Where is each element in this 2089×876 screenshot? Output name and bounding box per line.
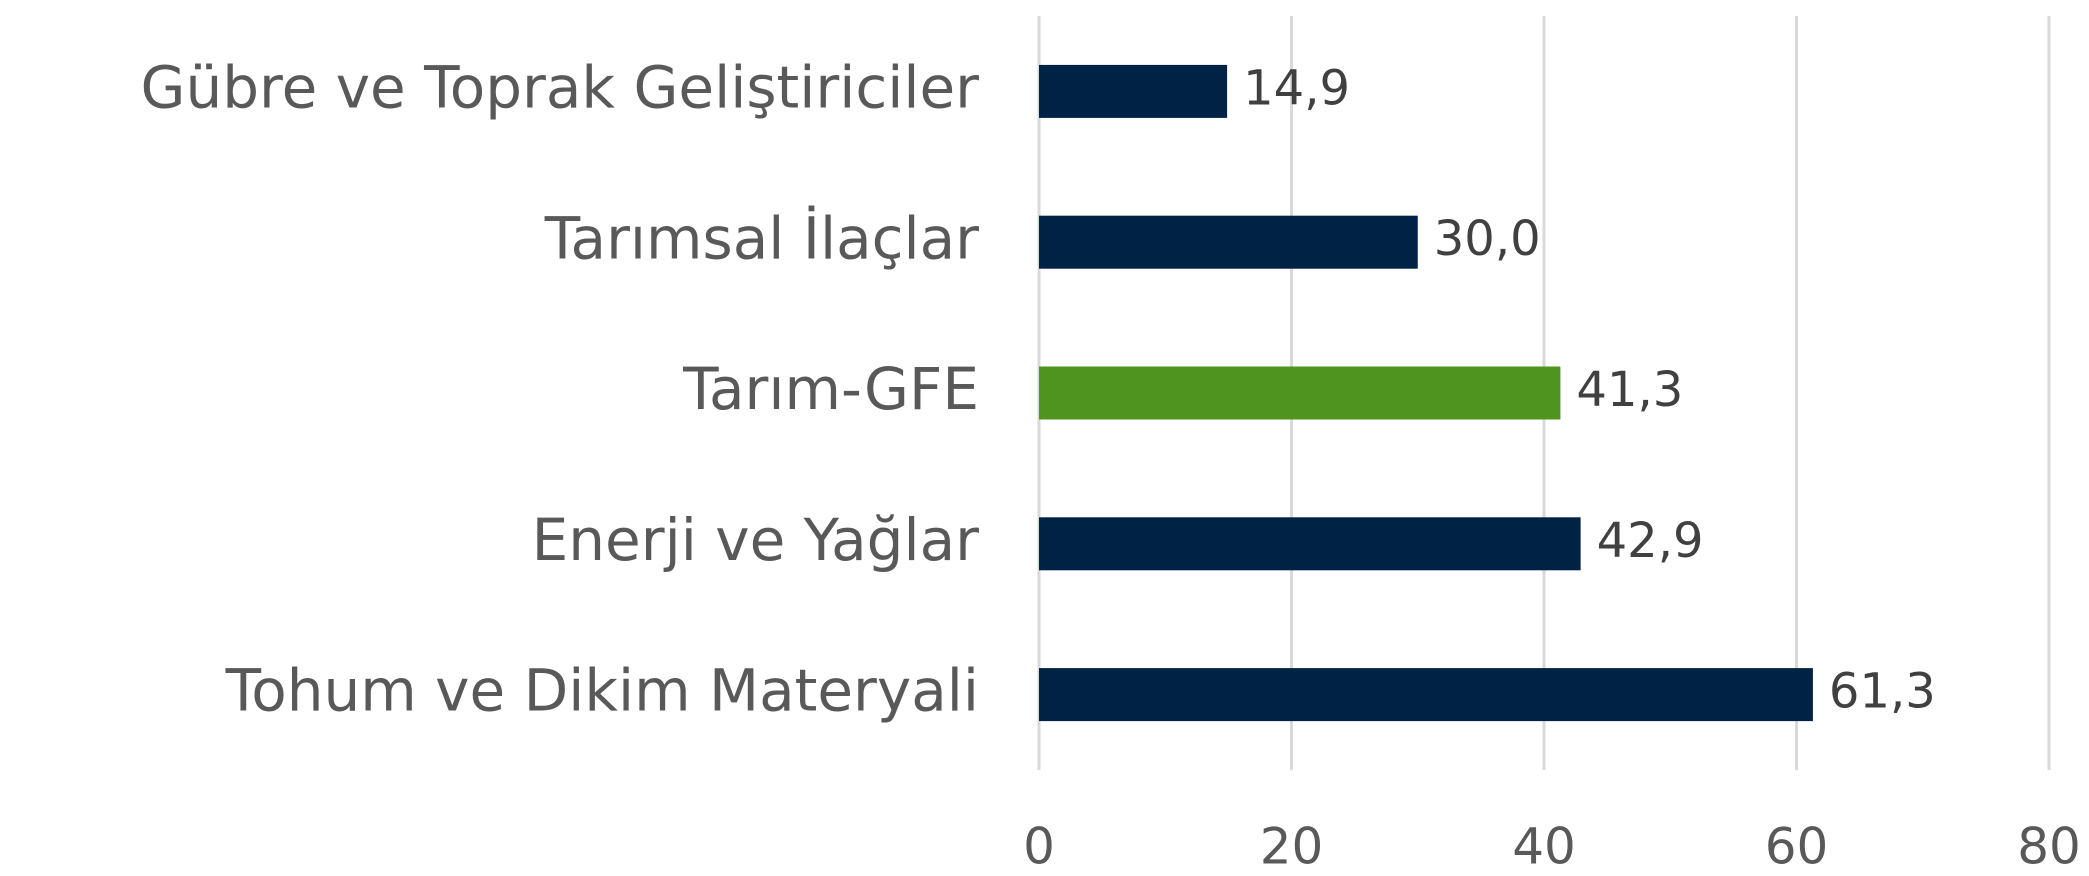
data-label: 42,9 bbox=[1597, 513, 1704, 569]
data-label: 41,3 bbox=[1576, 362, 1683, 418]
y-tick-label: Tarım-GFE bbox=[682, 355, 979, 423]
bar bbox=[1039, 64, 1228, 118]
bar bbox=[1039, 366, 1561, 420]
x-tick-label: 20 bbox=[1260, 818, 1324, 876]
bar bbox=[1039, 215, 1418, 269]
x-tick-label: 80 bbox=[2017, 818, 2081, 876]
y-tick-label: Tohum ve Dikim Materyali bbox=[225, 657, 979, 725]
x-tick-label: 40 bbox=[1512, 818, 1576, 876]
data-label: 14,9 bbox=[1243, 60, 1350, 116]
y-tick-label: Gübre ve Toprak Geliştiriciler bbox=[141, 54, 980, 122]
x-tick-label: 0 bbox=[1023, 818, 1055, 876]
y-tick-label: Enerji ve Yağlar bbox=[532, 506, 980, 574]
bar bbox=[1039, 668, 1813, 722]
data-label: 30,0 bbox=[1434, 211, 1541, 267]
y-tick-label: Tarımsal İlaçlar bbox=[544, 204, 979, 272]
data-label: 61,3 bbox=[1829, 664, 1936, 720]
x-tick-label: 60 bbox=[1765, 818, 1829, 876]
bar bbox=[1039, 517, 1581, 571]
